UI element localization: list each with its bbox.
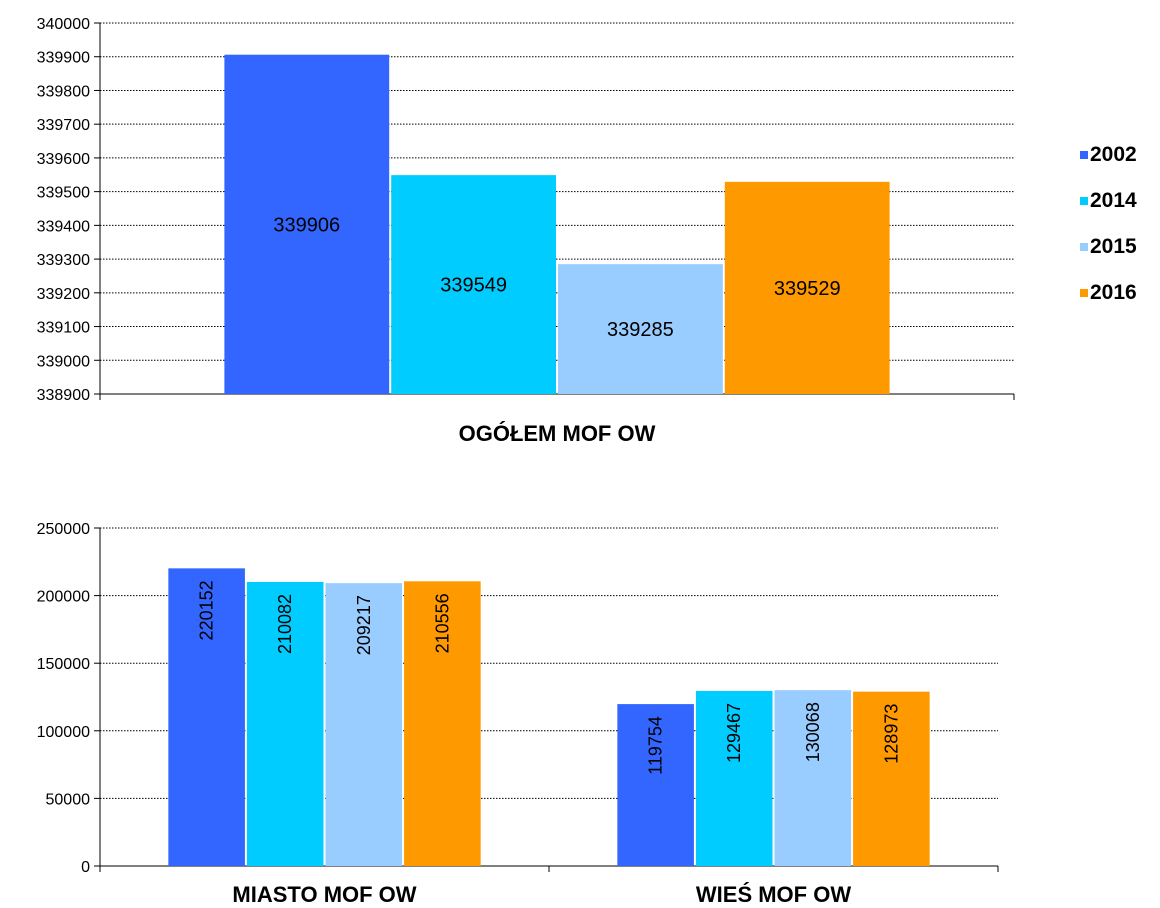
bar-2015 <box>325 583 403 866</box>
y-tick-label: 50000 <box>46 791 91 808</box>
y-tick-label: 339800 <box>37 83 90 100</box>
legend-swatch <box>1080 151 1088 159</box>
legend-label: 2016 <box>1090 281 1137 304</box>
data-label: 339529 <box>774 278 841 300</box>
y-tick-label: 340000 <box>37 16 90 33</box>
y-tick-label: 100000 <box>37 724 90 741</box>
chart-ogolem: 338900 339000 339100 339200 339300 339400 3395… <box>37 16 1015 446</box>
data-label: 220152 <box>197 580 217 640</box>
y-tick-label: 339700 <box>37 117 90 134</box>
legend-label: 2014 <box>1090 189 1137 212</box>
y-tick-label: 339100 <box>37 320 90 337</box>
y-tick-label: 250000 <box>37 521 90 538</box>
data-label: 210556 <box>432 593 452 653</box>
bar-2002 <box>224 54 390 394</box>
data-label: 128973 <box>881 704 901 764</box>
category-label: OGÓŁEM MOF OW <box>459 421 656 446</box>
chart-miasto-wies: 0 50000 100000 150000 200000 250000 220152 2100… <box>37 521 999 907</box>
y-tick-label: 339900 <box>37 50 90 67</box>
legend-item-2016: 2016 <box>1080 278 1160 324</box>
bar-2002 <box>617 704 694 866</box>
legend-item-2014: 2014 <box>1080 186 1160 232</box>
data-label: 210082 <box>275 594 295 654</box>
bar-2016 <box>404 581 481 866</box>
y-tick-label: 200000 <box>37 589 90 606</box>
y-tick-label: 339400 <box>37 218 90 235</box>
y-tick-label: 339500 <box>37 185 90 202</box>
y-tick-label: 339000 <box>37 353 90 370</box>
bar-2002 <box>168 568 245 866</box>
bar-2016 <box>853 691 930 866</box>
bar-2014 <box>246 581 324 866</box>
data-label: 129467 <box>724 703 744 763</box>
bar-2016 <box>724 181 890 394</box>
category-label: MIASTO MOF OW <box>232 882 416 907</box>
legend-swatch <box>1080 243 1088 251</box>
bar-2015 <box>774 690 852 866</box>
legend-swatch <box>1080 289 1088 297</box>
bar-2015 <box>558 264 723 394</box>
bar-2014 <box>695 690 773 866</box>
y-tick-label: 339600 <box>37 151 90 168</box>
y-tick-label: 338900 <box>37 387 90 404</box>
data-label: 209217 <box>354 595 374 655</box>
legend-swatch <box>1080 197 1088 205</box>
category-label: WIEŚ MOF OW <box>696 882 851 907</box>
y-tick-label: 339300 <box>37 252 90 269</box>
y-tick-label: 150000 <box>37 656 90 673</box>
data-label: 339285 <box>607 319 674 341</box>
legend-item-2002: 2002 <box>1080 140 1160 186</box>
y-tick-label: 0 <box>81 859 90 876</box>
chart-legend: 2002 2014 2015 2016 <box>1080 140 1160 324</box>
legend-item-2015: 2015 <box>1080 232 1160 278</box>
y-tick-label: 339200 <box>37 286 90 303</box>
legend-label: 2015 <box>1090 235 1137 258</box>
data-label: 119754 <box>646 716 666 775</box>
data-label: 130068 <box>803 702 823 762</box>
data-label: 339906 <box>273 214 340 236</box>
bar-2014 <box>391 175 556 394</box>
data-label: 339549 <box>440 275 507 297</box>
legend-label: 2002 <box>1090 143 1137 166</box>
